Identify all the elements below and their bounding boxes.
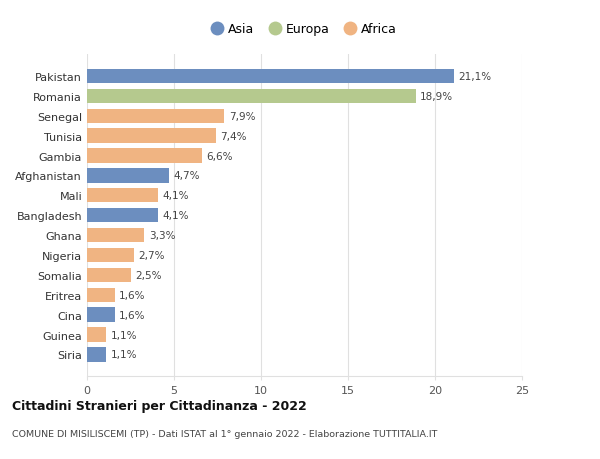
Text: 21,1%: 21,1% [458,72,491,82]
Text: 4,1%: 4,1% [163,211,189,221]
Text: 3,3%: 3,3% [149,230,175,241]
Text: 2,7%: 2,7% [139,251,165,260]
Bar [87,149,202,163]
Bar [87,248,134,263]
Bar [87,129,216,144]
Text: 1,1%: 1,1% [110,330,137,340]
Legend: Asia, Europa, Africa: Asia, Europa, Africa [208,20,401,40]
Text: Cittadini Stranieri per Cittadinanza - 2022: Cittadini Stranieri per Cittadinanza - 2… [12,399,307,412]
Bar [87,169,169,183]
Bar [87,109,224,123]
Text: 1,6%: 1,6% [119,310,146,320]
Bar [87,90,416,104]
Bar [87,328,106,342]
Text: 1,1%: 1,1% [110,350,137,359]
Text: 1,6%: 1,6% [119,290,146,300]
Bar [87,268,131,282]
Bar [87,189,158,203]
Text: 4,1%: 4,1% [163,191,189,201]
Text: 2,5%: 2,5% [135,270,161,280]
Bar [87,229,145,243]
Text: 4,7%: 4,7% [173,171,200,181]
Bar [87,70,454,84]
Bar [87,208,158,223]
Bar [87,347,106,362]
Text: 7,9%: 7,9% [229,112,256,122]
Text: 6,6%: 6,6% [206,151,233,161]
Bar [87,308,115,322]
Text: 18,9%: 18,9% [420,92,454,101]
Bar [87,288,115,302]
Text: COMUNE DI MISILISCEMI (TP) - Dati ISTAT al 1° gennaio 2022 - Elaborazione TUTTIT: COMUNE DI MISILISCEMI (TP) - Dati ISTAT … [12,429,437,438]
Text: 7,4%: 7,4% [220,131,247,141]
